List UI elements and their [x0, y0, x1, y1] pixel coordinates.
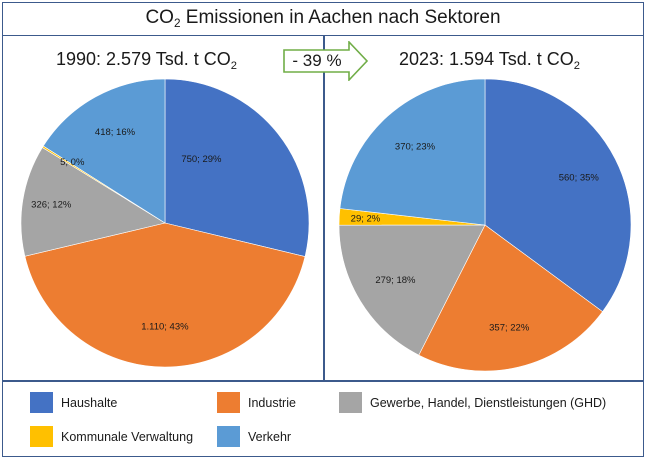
legend-divider	[2, 380, 644, 382]
title-main: CO	[145, 7, 174, 28]
legend-label: Industrie	[248, 396, 296, 410]
pie-1990-slice-ghd	[20, 147, 166, 257]
legend-label: Verkehr	[248, 430, 292, 444]
legend-swatch	[217, 392, 240, 413]
pie-2023-label-kommunale-verwaltung: 29; 2%	[351, 213, 381, 224]
title-subscript: 2	[173, 17, 181, 31]
legend-swatch	[217, 426, 240, 447]
pie-1990-label-kommunale-verwaltung: 5; 0%	[60, 157, 85, 168]
figure-frame	[2, 2, 644, 457]
pie-2023-title-main: 2023: 1.594 Tsd. t CO	[399, 49, 574, 69]
pie-chart-1990: 750; 29% 1.110; 43% 326; 12% 5; 0% 418; 16%	[20, 78, 310, 368]
title-rest: Emissionen in Aachen nach Sektoren	[180, 7, 501, 28]
legend-label: Haushalte	[61, 396, 118, 410]
pie-2023-slice-ghd	[338, 224, 486, 356]
legend-label: Gewerbe, Handel, Dienstleistungen (GHD)	[370, 396, 607, 410]
pie-1990-slice-haushalte	[164, 78, 310, 257]
legend-swatch	[30, 426, 53, 447]
pie-2023-label-verkehr: 370; 23%	[395, 142, 436, 153]
legend-swatch	[339, 392, 362, 413]
pie-2023-label-haushalte: 560; 35%	[559, 173, 600, 184]
pie-1990-title: 1990: 2.579 Tsd. t CO2	[56, 48, 237, 72]
panel-divider	[323, 36, 325, 380]
pie-2023-label-ghd: 279; 18%	[375, 275, 416, 286]
pie-2023-title: 2023: 1.594 Tsd. t CO2	[399, 48, 580, 72]
pie-chart-2023: 560; 35% 357; 22% 279; 18% 29; 2% 370; 23%	[338, 78, 632, 372]
pie-2023-slice-haushalte	[484, 78, 632, 313]
chart-title: CO2 Emissionen in Aachen nach Sektoren	[2, 2, 644, 36]
pie-1990-label-industrie: 1.110; 43%	[141, 322, 189, 333]
change-arrow: - 39 %	[283, 41, 369, 81]
pie-1990-slice-industrie	[24, 222, 306, 368]
pie-1990-title-main: 1990: 2.579 Tsd. t CO	[56, 49, 231, 69]
pie-2023-label-industrie: 357; 22%	[489, 322, 530, 333]
pie-1990-label-haushalte: 750; 29%	[181, 154, 222, 165]
pie-2023-slice-verkehr	[339, 78, 486, 226]
arrow-right-icon	[283, 41, 369, 81]
pie-1990-label-verkehr: 418; 16%	[95, 127, 136, 138]
pie-1990-label-ghd: 326; 12%	[31, 200, 72, 211]
change-label: - 39 %	[292, 51, 342, 70]
pie-2023-slice-industrie	[418, 224, 603, 372]
legend-swatch	[30, 392, 53, 413]
pie-1990-title-subscript: 2	[230, 59, 237, 72]
pie-2023-title-subscript: 2	[573, 59, 580, 72]
pie-1990-slice-verkehr	[42, 78, 166, 224]
legend-label: Kommunale Verwaltung	[61, 430, 194, 444]
